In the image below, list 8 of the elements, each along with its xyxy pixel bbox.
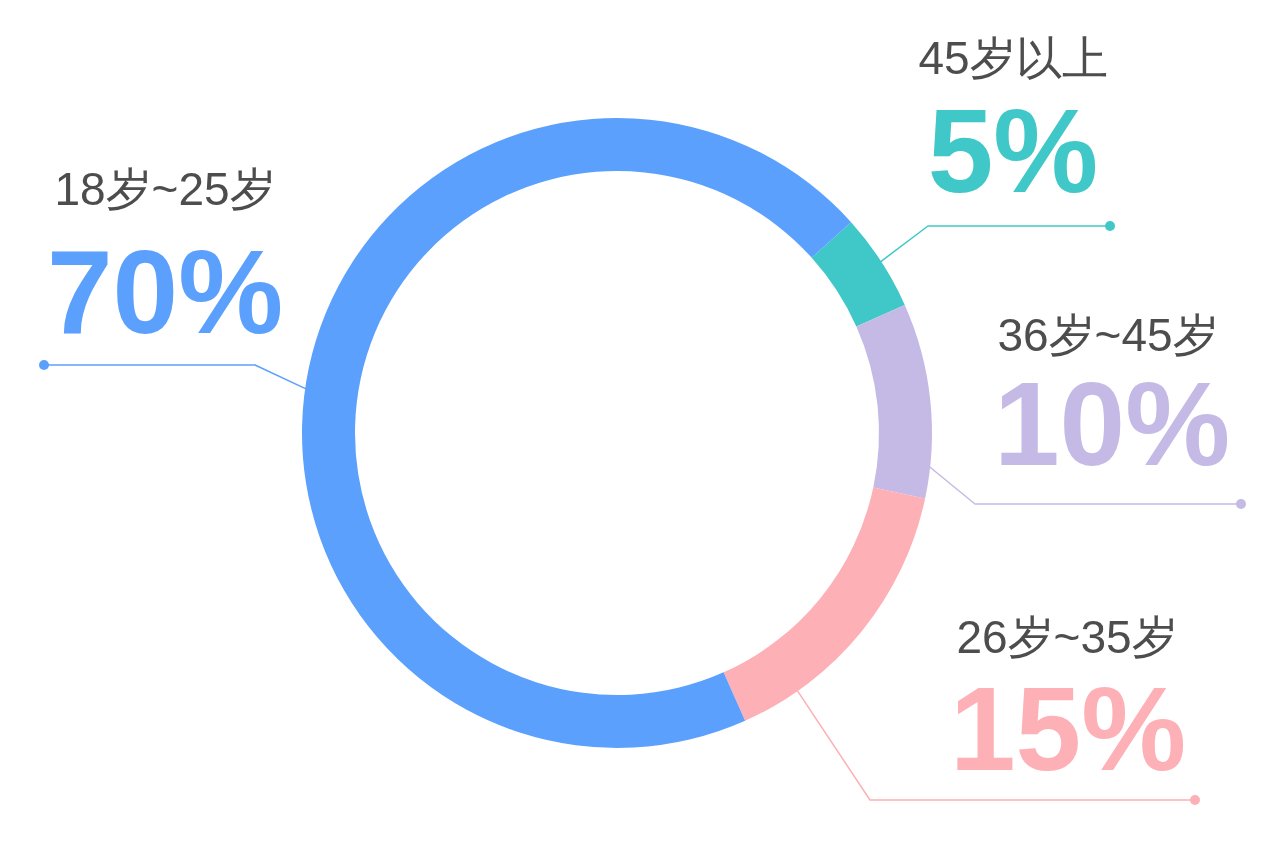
slice-label: 45岁以上: [918, 32, 1108, 84]
slice-label: 18岁~25岁: [54, 163, 276, 215]
data-label: 5%: [927, 85, 1099, 217]
slice-label: 36岁~45岁: [997, 309, 1219, 361]
data-label: 10%: [993, 358, 1231, 490]
data-label: 70%: [46, 226, 284, 358]
slice-label: 26岁~35岁: [956, 611, 1178, 663]
data-label: 15%: [949, 663, 1187, 795]
